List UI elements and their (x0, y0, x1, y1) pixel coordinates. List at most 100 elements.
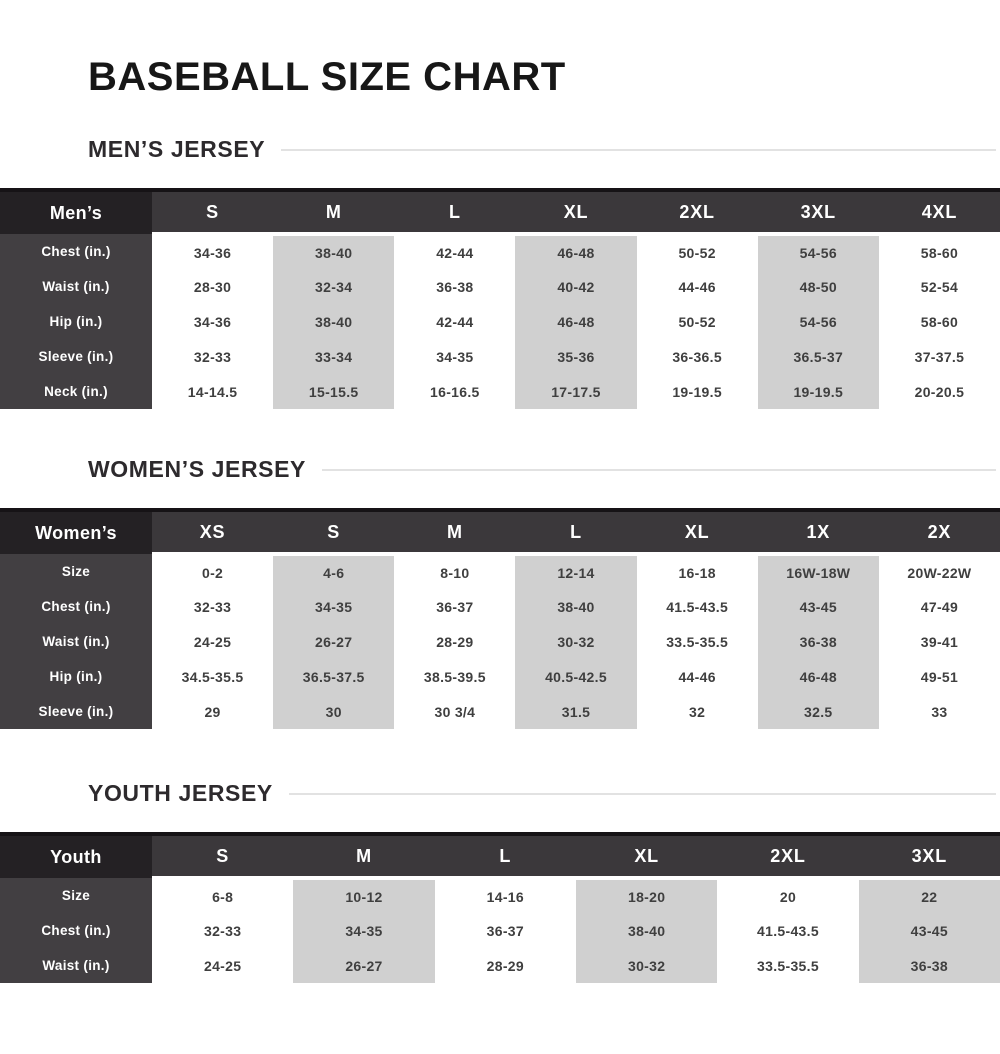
row-label: Neck (in.) (0, 374, 152, 409)
size-cell: 34-35 (293, 913, 435, 948)
size-cell: 43-45 (858, 913, 1000, 948)
size-cell: 34-36 (152, 304, 274, 339)
table-row: Size 6-8 10-12 14-16 18-20 20 22 (0, 876, 1000, 913)
size-cell: 40.5-42.5 (515, 659, 637, 694)
column-header: 2XL (636, 190, 758, 234)
column-header: S (273, 510, 395, 554)
size-cell: 36-36.5 (636, 339, 758, 374)
section-heading-rule (281, 148, 996, 151)
row-label: Hip (in.) (0, 659, 152, 694)
column-header: 4XL (878, 190, 1000, 234)
size-cell: 30 (273, 694, 395, 729)
section-heading: WOMEN’S JERSEY (88, 456, 306, 482)
size-cell: 36-38 (757, 624, 879, 659)
table-corner-header: Youth (0, 834, 152, 878)
size-cell: 44-46 (636, 659, 758, 694)
column-header: M (273, 190, 395, 234)
size-cell: 36-38 (858, 948, 1000, 983)
size-cell: 50-52 (636, 232, 758, 269)
section-heading-row: YOUTH JERSEY (88, 780, 996, 807)
size-table-mens: Men’s S M L XL 2XL 3XL 4XL Chest (in.) 34-36 38-40… (0, 188, 1000, 409)
size-cell: 32.5 (757, 694, 879, 729)
table-row: Sleeve (in.) 32-33 33-34 34-35 35-36 36-36.5 3… (0, 339, 1000, 374)
size-cell: 42-44 (394, 232, 516, 269)
size-cell: 33-34 (273, 339, 395, 374)
size-cell: 24-25 (152, 948, 294, 983)
size-cell: 36.5-37 (757, 339, 879, 374)
column-header: M (394, 510, 516, 554)
size-cell: 33 (878, 694, 1000, 729)
size-cell: 34-35 (394, 339, 516, 374)
row-label: Waist (in.) (0, 269, 152, 304)
size-cell: 32-33 (152, 339, 274, 374)
size-cell: 36-37 (434, 913, 576, 948)
size-cell: 16-18 (636, 552, 758, 589)
column-header: M (293, 834, 435, 878)
size-cell: 54-56 (757, 304, 879, 339)
size-cell: 20 (717, 876, 859, 913)
size-cell: 26-27 (273, 624, 395, 659)
size-cell: 6-8 (152, 876, 294, 913)
table-row: Chest (in.) 32-33 34-35 36-37 38-40 41.5-43.5… (0, 589, 1000, 624)
column-header: L (434, 834, 576, 878)
table-row: Hip (in.) 34-36 38-40 42-44 46-48 50-52 54-56 5… (0, 304, 1000, 339)
row-label: Waist (in.) (0, 948, 152, 983)
table-row: Waist (in.) 28-30 32-34 36-38 40-42 44-46 48-5… (0, 269, 1000, 304)
table-corner-header: Women’s (0, 510, 152, 554)
section-heading-row: MEN’S JERSEY (88, 136, 996, 163)
size-cell: 40-42 (515, 269, 637, 304)
table-row: Chest (in.) 34-36 38-40 42-44 46-48 50-52 54-5… (0, 232, 1000, 269)
size-cell: 47-49 (878, 589, 1000, 624)
column-header: XL (636, 510, 758, 554)
size-cell: 19-19.5 (757, 374, 879, 409)
row-label: Chest (in.) (0, 234, 152, 269)
row-label: Size (0, 554, 152, 589)
jersey-section-mens: MEN’S JERSEY Men’s S M L XL 2XL 3XL 4XL Chest (in… (0, 136, 1000, 409)
size-cell: 32-33 (152, 589, 274, 624)
size-cell: 36-37 (394, 589, 516, 624)
size-cell: 31.5 (515, 694, 637, 729)
table-row: Sleeve (in.) 29 30 30 3/4 31.5 32 32.5 33 (0, 694, 1000, 729)
size-cell: 17-17.5 (515, 374, 637, 409)
table-header-row: Youth S M L XL 2XL 3XL (0, 834, 1000, 878)
size-cell: 32-34 (273, 269, 395, 304)
size-cell: 46-48 (757, 659, 879, 694)
jersey-section-womens: WOMEN’S JERSEY Women’s XS S M L XL 1X 2X Size 0-2 4… (0, 456, 1000, 729)
size-cell: 34.5-35.5 (152, 659, 274, 694)
size-cell: 38-40 (575, 913, 718, 948)
size-cell: 42-44 (394, 304, 516, 339)
size-cell: 41.5-43.5 (636, 589, 758, 624)
size-cell: 33.5-35.5 (717, 948, 859, 983)
size-cell: 14-16 (434, 876, 576, 913)
column-header: 2XL (717, 834, 859, 878)
section-heading-row: WOMEN’S JERSEY (88, 456, 996, 483)
size-cell: 38.5-39.5 (394, 659, 516, 694)
size-cell: 16-16.5 (394, 374, 516, 409)
size-cell: 35-36 (515, 339, 637, 374)
column-header: 2X (878, 510, 1000, 554)
column-header: XL (515, 190, 637, 234)
size-cell: 44-46 (636, 269, 758, 304)
section-heading-rule (322, 468, 996, 471)
table-header: Men’s S M L XL 2XL 3XL 4XL (0, 190, 1000, 234)
table-row: Size 0-2 4-6 8-10 12-14 16-18 16W-18W 20W-22W (0, 552, 1000, 589)
jersey-section-youth: YOUTH JERSEY Youth S M L XL 2XL 3XL Size 6-8 10-12… (0, 780, 1000, 983)
table-header: Youth S M L XL 2XL 3XL (0, 834, 1000, 878)
row-label: Hip (in.) (0, 304, 152, 339)
column-header: L (394, 190, 516, 234)
column-header: 1X (757, 510, 879, 554)
column-header: S (152, 190, 274, 234)
size-cell: 20-20.5 (878, 374, 1000, 409)
size-cell: 4-6 (273, 552, 395, 589)
table-header-row: Men’s S M L XL 2XL 3XL 4XL (0, 190, 1000, 234)
size-cell: 33.5-35.5 (636, 624, 758, 659)
column-header: XS (152, 510, 274, 554)
row-label: Size (0, 878, 152, 913)
size-cell: 34-36 (152, 232, 274, 269)
size-cell: 0-2 (152, 552, 274, 589)
size-cell: 43-45 (757, 589, 879, 624)
table-row: Waist (in.) 24-25 26-27 28-29 30-32 33.5-35.5… (0, 624, 1000, 659)
size-cell: 52-54 (878, 269, 1000, 304)
table-row: Hip (in.) 34.5-35.5 36.5-37.5 38.5-39.5 40.5… (0, 659, 1000, 694)
table-row: Waist (in.) 24-25 26-27 28-29 30-32 33.5-35.5… (0, 948, 1000, 983)
